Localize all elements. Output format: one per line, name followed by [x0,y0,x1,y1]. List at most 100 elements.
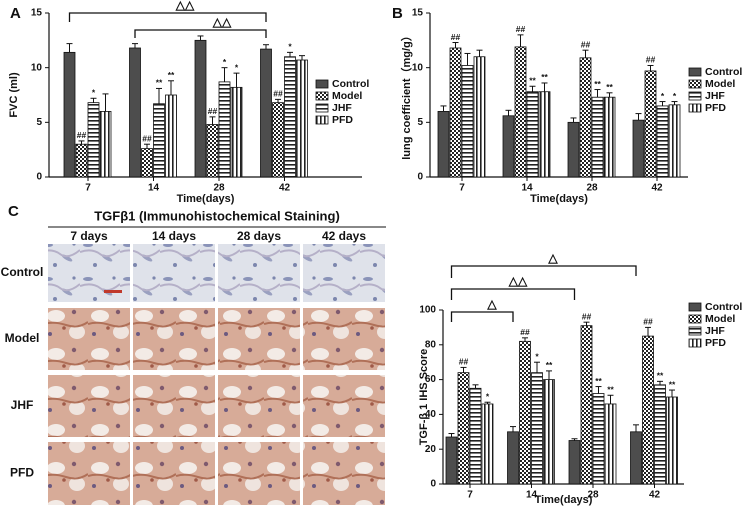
x-tick-label: 28 [586,183,598,194]
comparison-bracket [450,265,637,278]
bar [272,102,284,178]
x-tick-label: 7 [85,183,91,194]
y-tick-label: 0 [430,479,436,490]
panel-letter: C [8,203,19,220]
y-tick-label: 15 [412,8,424,19]
bar [461,65,474,178]
x-axis-label: Time(days) [177,193,235,205]
column-header: 7 days [70,229,108,243]
bar [592,393,605,485]
legend-swatch [315,115,329,125]
bar [165,94,177,178]
bar [568,440,581,485]
bar [129,47,141,178]
bar [543,379,555,485]
bar [141,148,153,178]
significance-label: * [288,42,292,52]
y-axis-label: FVC (ml) [8,72,20,118]
micrograph [133,375,215,437]
legend-label: Model [705,313,735,325]
bar [230,86,243,178]
bar [457,372,470,485]
comparison-bracket [68,12,267,22]
micrograph [48,442,130,505]
significance-label: ## [142,133,152,143]
significance-label: ## [582,311,592,321]
legend-swatch [688,79,702,89]
legend-label: PFD [332,114,353,126]
x-tick-label: 14 [521,183,533,194]
bar [206,124,219,178]
y-tick-label: 10 [31,62,43,73]
y-axis-label: lung coefficient（mg/g） [400,30,413,160]
comparison-label: △△ [175,0,195,12]
legend-swatch [315,103,329,113]
column-header: 28 days [237,229,281,243]
micrograph [48,375,130,437]
comparison-bracket [450,288,576,300]
y-tick-label: 5 [417,117,423,128]
significance-label: ## [208,106,218,116]
legend-label: JHF [705,90,725,102]
bar [526,91,539,178]
row-label: Control [1,265,44,279]
y-tick-label: 80 [425,339,437,350]
x-tick-label: 42 [649,490,661,501]
significance-label: ** [541,72,548,82]
bar [445,436,458,485]
comparison-bracket [134,29,267,38]
y-tick-label: 20 [425,444,437,455]
legend-label: PFD [705,102,726,114]
significance-label: ** [168,70,175,80]
bar [668,104,681,178]
micrograph [133,308,215,370]
legend-label: Control [705,66,742,78]
significance-label: ** [607,385,614,395]
significance-label: ** [594,79,601,89]
micrograph [133,442,215,505]
significance-label: ## [516,24,526,34]
comparison-label: △△ [508,274,528,288]
bar [519,340,531,485]
significance-label: * [92,88,96,98]
bar [642,335,654,485]
x-tick-label: 42 [279,183,291,194]
bar [604,403,617,485]
panel-letter: A [10,5,21,22]
bar [63,51,76,178]
legend-swatch [688,91,702,101]
significance-label: ** [669,379,676,389]
bar [531,372,543,485]
bar [538,91,551,178]
bar [591,96,604,178]
micrograph [218,375,300,437]
bar [218,81,231,178]
significance-label: ## [643,317,653,327]
micrograph [303,308,385,370]
micrograph [48,308,130,370]
significance-label: ## [581,39,591,49]
significance-label: * [223,57,227,67]
micrograph [303,244,385,302]
significance-label: ## [451,32,461,42]
significance-label: ** [595,376,602,386]
legend-label: JHF [705,325,725,337]
legend-label: Control [705,301,742,313]
panel-letter: B [392,5,403,22]
significance-label: ## [520,327,530,337]
significance-label: ## [77,130,87,140]
bar [654,384,666,485]
column-header: 42 days [322,229,366,243]
significance-label: ## [273,89,283,99]
bar [514,46,527,178]
y-tick-label: 0 [36,172,42,183]
bar [644,70,657,178]
bar [666,396,678,485]
comparison-bracket [450,311,514,322]
bar [481,403,494,485]
micrograph [218,442,300,505]
legend-swatch [688,338,702,348]
y-tick-label: 40 [425,409,437,420]
y-tick-label: 5 [36,117,42,128]
